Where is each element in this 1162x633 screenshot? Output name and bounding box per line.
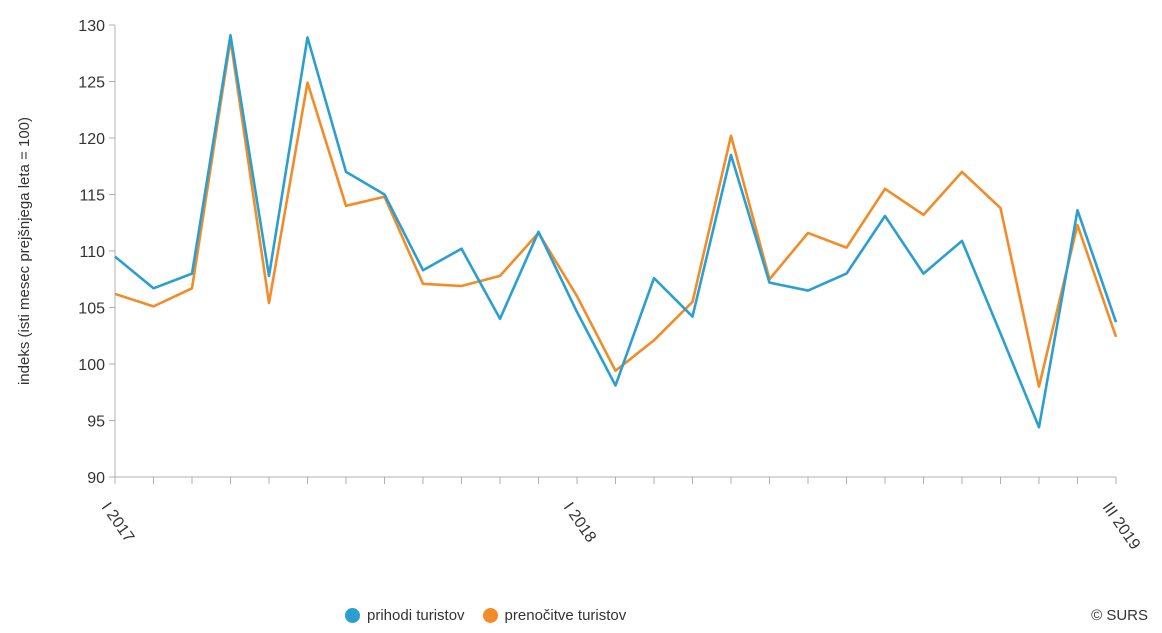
x-tick-label: I 2018 <box>560 500 599 546</box>
y-tick-label: 125 <box>78 75 105 92</box>
legend: prihodi turistov prenočitve turistov <box>345 607 644 624</box>
y-tick-label: 100 <box>78 357 105 374</box>
legend-item-prihodi: prihodi turistov <box>345 607 465 624</box>
series-lines <box>114 33 1118 429</box>
copyright-notice: © SURS <box>1091 607 1148 624</box>
x-axis-ticks <box>114 477 1117 484</box>
x-tick-label: III 2019 <box>1099 500 1144 554</box>
y-tick-label: 90 <box>87 470 105 487</box>
y-axis-ticks: 90 95 100 105 110 115 120 125 130 <box>78 18 115 487</box>
y-tick-label: 120 <box>78 131 105 148</box>
series-line-prenocitve <box>114 38 1118 388</box>
legend-marker-prenocitve <box>482 608 498 623</box>
x-axis-labels: I 2017 I 2018 III 2019 <box>98 500 1144 554</box>
y-tick-label: 115 <box>79 188 105 205</box>
y-tick-label: 95 <box>87 414 105 431</box>
series-line-prihodi <box>114 33 1118 429</box>
legend-item-prenocitve: prenočitve turistov <box>482 607 627 624</box>
y-axis-label: indeks (isti mesec prejšnjega leta = 100… <box>16 117 33 385</box>
y-tick-label: 105 <box>78 301 105 318</box>
x-tick-label: I 2017 <box>98 500 137 546</box>
legend-label-prihodi: prihodi turistov <box>367 607 465 624</box>
legend-marker-prihodi <box>345 608 360 623</box>
y-tick-label: 110 <box>79 244 105 261</box>
y-tick-label: 130 <box>78 18 105 35</box>
legend-label-prenocitve: prenočitve turistov <box>504 607 627 624</box>
